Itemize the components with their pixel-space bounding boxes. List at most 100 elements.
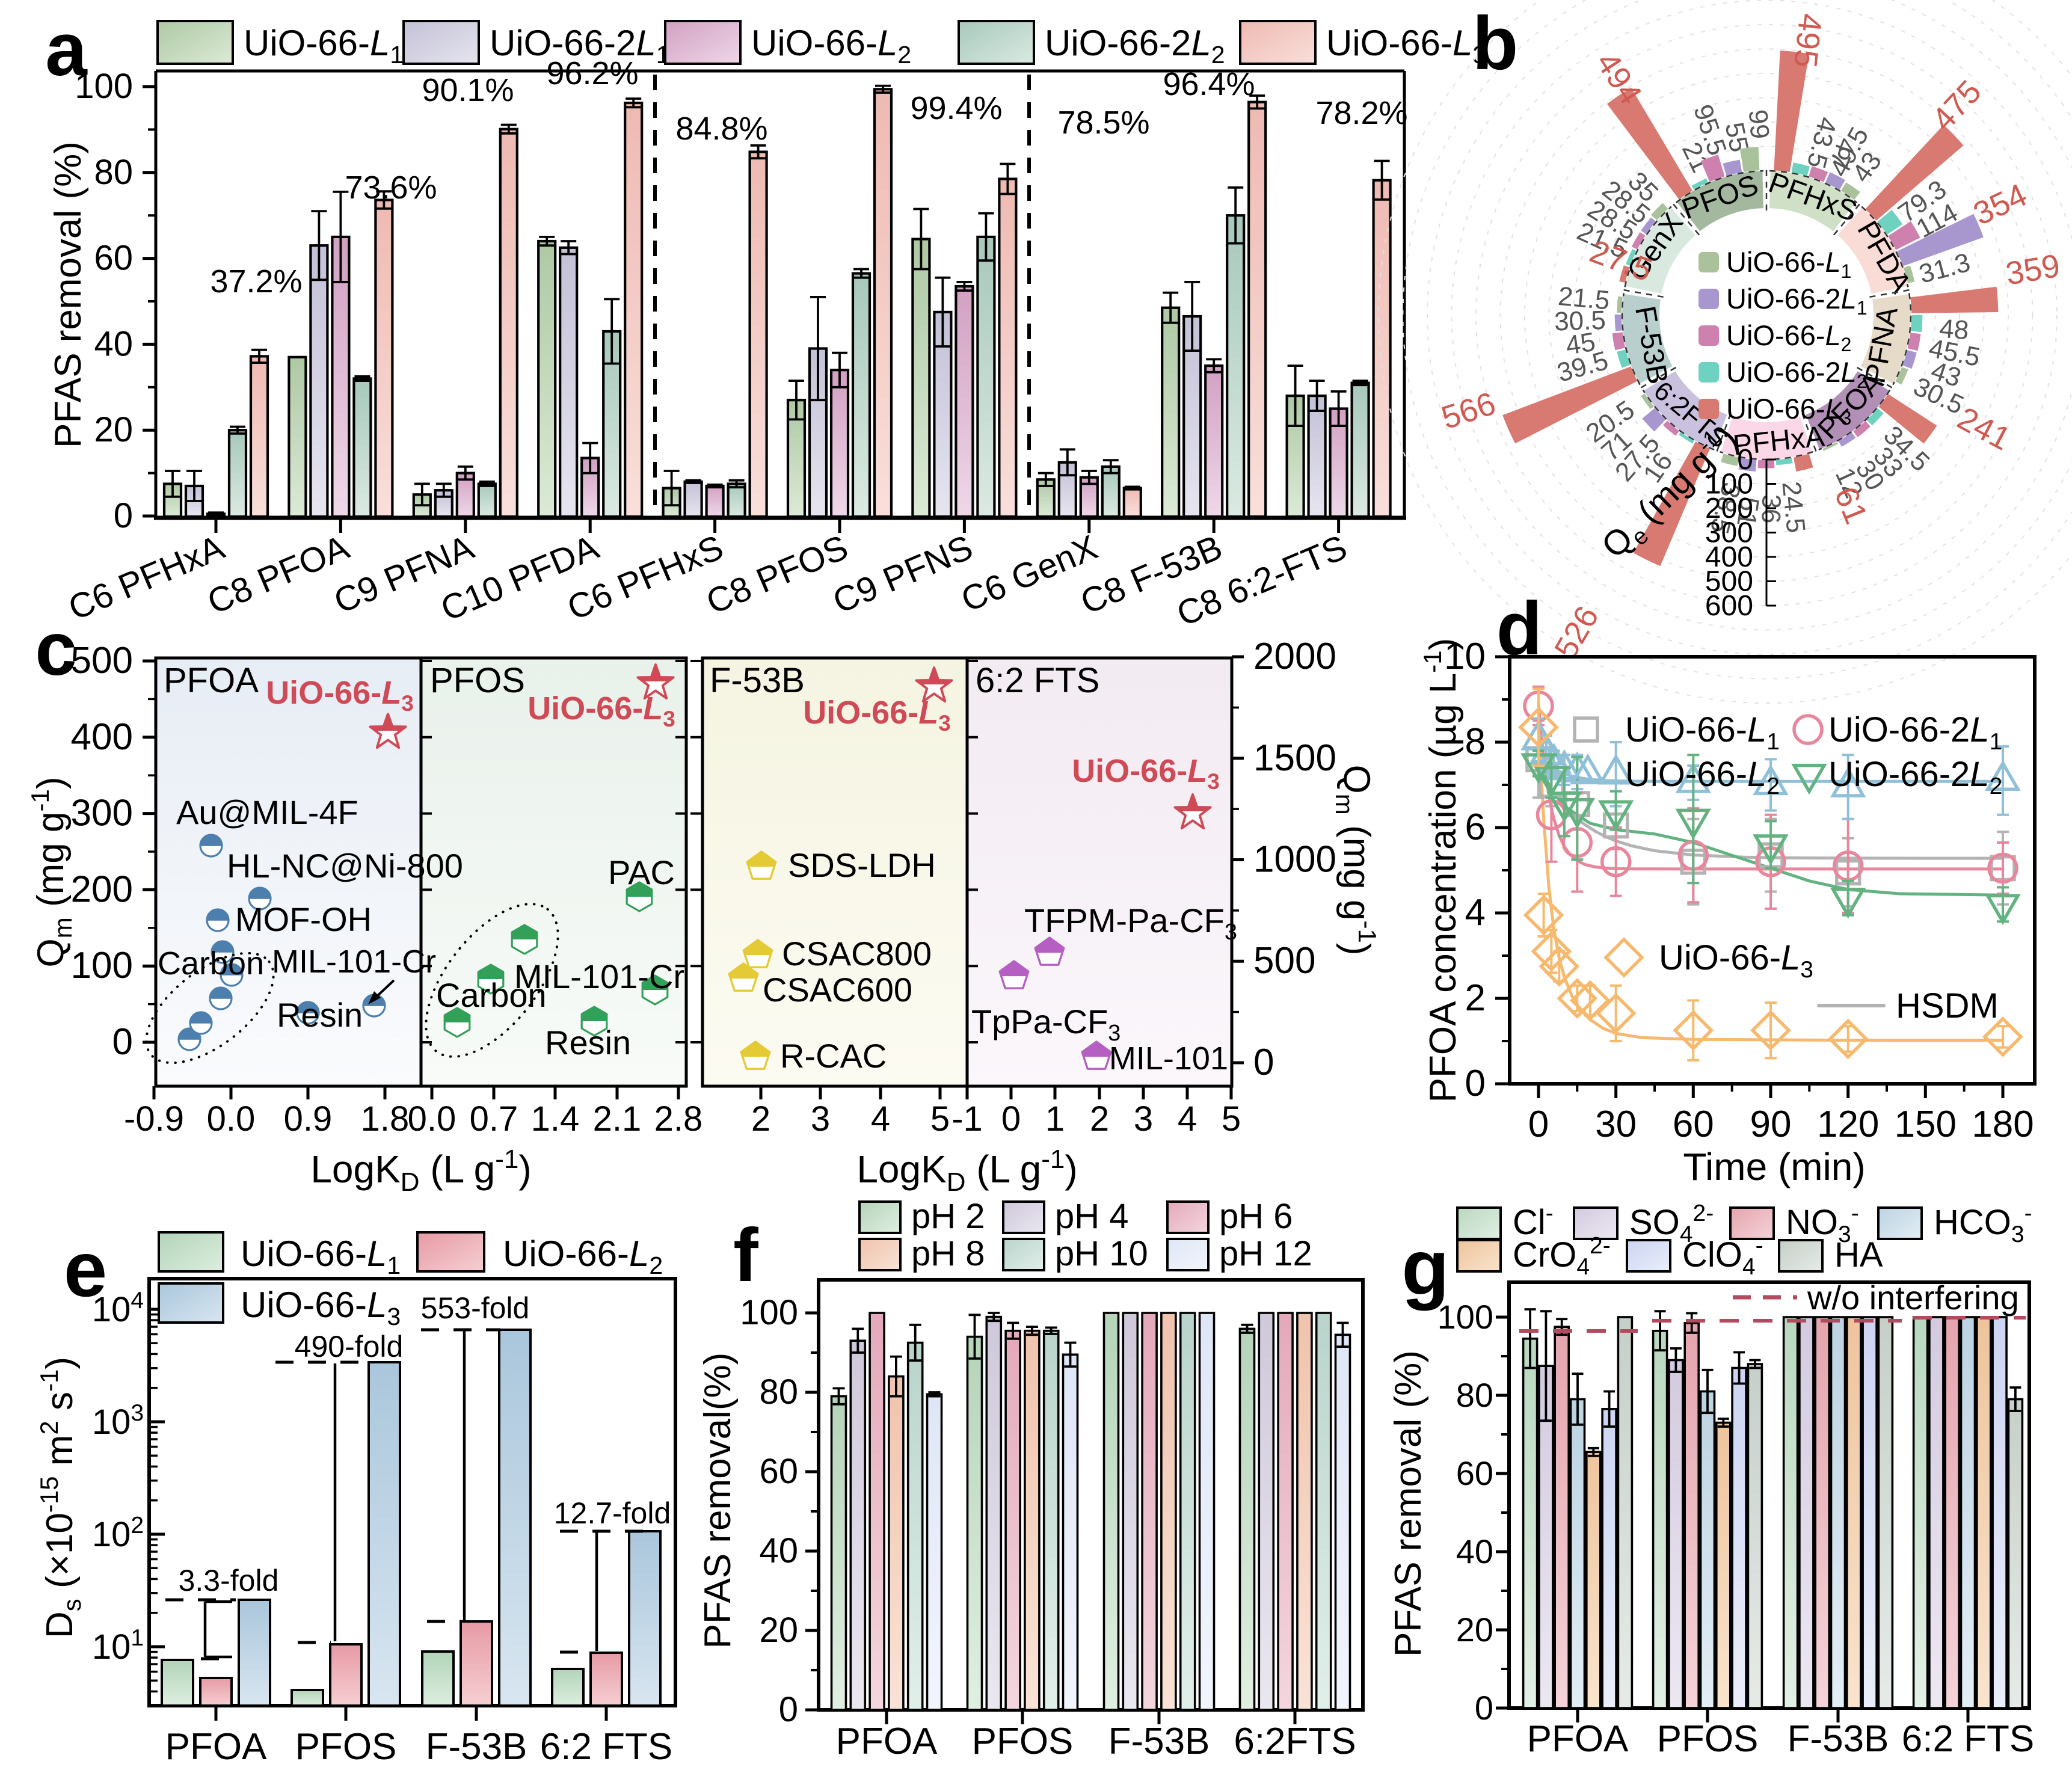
svg-text:pH 4: pH 4 [1055,1197,1129,1236]
svg-text:Time (min): Time (min) [1683,1145,1865,1188]
svg-text:37.2%: 37.2% [210,263,302,300]
svg-text:6: 6 [1465,807,1486,848]
svg-text:UiO-66-L2: UiO-66-L2 [1625,755,1780,799]
svg-text:pH 8: pH 8 [911,1234,985,1273]
svg-text:6:2 FTS: 6:2 FTS [540,1726,673,1768]
svg-text:4: 4 [1178,1099,1197,1139]
svg-text:60: 60 [1456,1454,1493,1492]
svg-text:20: 20 [1456,1611,1493,1649]
svg-text:78.2%: 78.2% [1315,95,1407,131]
svg-text:60: 60 [759,1452,798,1491]
svg-text:60: 60 [1673,1104,1714,1145]
svg-text:80: 80 [759,1372,798,1412]
svg-text:g: g [1401,1223,1449,1311]
svg-text:PFOA: PFOA [1527,1718,1629,1760]
svg-text:PFAS removal (%): PFAS removal (%) [48,141,89,448]
svg-text:PFOA: PFOA [836,1721,938,1762]
svg-text:12.7-fold: 12.7-fold [554,1496,671,1530]
svg-text:Qm (mg g-1): Qm (mg g-1) [1330,765,1382,956]
svg-text:100: 100 [71,945,133,986]
svg-text:4: 4 [871,1099,890,1139]
svg-text:0.0: 0.0 [207,1099,256,1139]
svg-text:180: 180 [1972,1104,2034,1145]
svg-text:Resin: Resin [545,1024,631,1062]
svg-text:48: 48 [1938,314,1970,346]
svg-text:10: 10 [1444,636,1486,677]
svg-text:99.4%: 99.4% [910,90,1002,126]
svg-text:78.5%: 78.5% [1057,105,1149,141]
svg-text:UiO-66-L1: UiO-66-L1 [241,1234,401,1279]
svg-text:HSDM: HSDM [1896,986,1999,1025]
svg-text:30.5: 30.5 [1554,306,1606,337]
svg-text:300: 300 [71,793,133,834]
svg-text:120: 120 [1817,1104,1879,1145]
svg-text:HL-NC@Ni-800: HL-NC@Ni-800 [227,847,463,885]
svg-text:2.8: 2.8 [654,1099,703,1139]
svg-text:3: 3 [1134,1099,1153,1139]
svg-text:SDS-LDH: SDS-LDH [788,846,936,884]
svg-text:UiO-66-2L1: UiO-66-2L1 [1726,283,1868,319]
svg-text:20: 20 [94,410,133,449]
svg-text:5: 5 [1222,1099,1241,1139]
svg-text:2: 2 [1465,977,1486,1019]
svg-text:d: d [1496,587,1542,671]
svg-text:UiO-66-L3: UiO-66-L3 [1726,393,1851,429]
svg-text:0: 0 [114,496,133,535]
svg-text:CrO42-: CrO42- [1513,1233,1611,1280]
svg-text:45: 45 [1564,327,1597,361]
svg-text:pH 6: pH 6 [1219,1197,1293,1236]
svg-text:4: 4 [1465,892,1486,933]
svg-text:359: 359 [2003,248,2062,292]
svg-text:60: 60 [94,239,133,278]
svg-text:PFAS removal(%): PFAS removal(%) [697,1353,739,1649]
svg-text:Cl-: Cl- [1513,1200,1554,1242]
svg-text:UiO-66-L1: UiO-66-L1 [1726,246,1851,282]
svg-text:96.2%: 96.2% [546,55,638,91]
svg-text:101: 101 [92,1625,144,1667]
svg-text:2: 2 [1090,1099,1109,1139]
svg-text:Qm (mg g-1): Qm (mg g-1) [26,777,77,968]
svg-text:F-53B: F-53B [1108,1721,1210,1762]
svg-text:200: 200 [1705,493,1753,524]
svg-text:b: b [1472,2,1518,85]
svg-text:e: e [64,1225,107,1313]
svg-text:UiO-66-2L1: UiO-66-2L1 [1828,710,2002,755]
svg-text:500: 500 [71,640,133,681]
svg-text:UiO-66-L3: UiO-66-L3 [527,690,675,731]
svg-text:UiO-66-2L2: UiO-66-2L2 [1726,356,1868,392]
svg-text:MIL-101: MIL-101 [1109,1040,1228,1077]
svg-text:PFOS: PFOS [430,661,525,700]
svg-text:PAC: PAC [608,853,675,891]
svg-text:0: 0 [112,1021,133,1063]
svg-text:500: 500 [1705,566,1753,598]
svg-text:51: 51 [1731,495,1765,529]
svg-text:553-fold: 553-fold [421,1291,530,1325]
svg-text:LogKD (L g-1): LogKD (L g-1) [856,1145,1077,1197]
svg-text:MIL-101-Cr: MIL-101-Cr [272,944,436,980]
svg-text:UiO-66-L2: UiO-66-L2 [1726,319,1851,355]
svg-text:PFOS: PFOS [295,1726,397,1768]
svg-text:100: 100 [740,1293,798,1332]
svg-text:0: 0 [779,1690,798,1729]
svg-text:PFOS: PFOS [1657,1718,1759,1760]
svg-text:w/o interfering: w/o interfering [1807,1279,2019,1317]
svg-text:c: c [35,607,77,691]
svg-text:0.0: 0.0 [408,1099,457,1139]
svg-text:pH 10: pH 10 [1055,1234,1148,1273]
svg-text:150: 150 [1895,1104,1957,1145]
svg-text:5: 5 [930,1099,950,1139]
svg-text:SO42-: SO42- [1629,1200,1714,1247]
svg-text:99: 99 [1743,108,1775,140]
svg-text:0: 0 [1001,1099,1021,1139]
svg-text:6:2 FTS: 6:2 FTS [976,661,1099,700]
svg-text:102: 102 [92,1513,144,1554]
svg-text:LogKD (L g-1): LogKD (L g-1) [310,1145,531,1197]
svg-text:0: 0 [1465,1063,1486,1104]
svg-text:UiO-66-L3: UiO-66-L3 [266,675,414,716]
svg-text:UiO-66-L3: UiO-66-L3 [1326,23,1486,69]
svg-text:400: 400 [1705,541,1753,573]
svg-text:Au@MIL-4F: Au@MIL-4F [176,793,358,831]
svg-text:103: 103 [92,1400,144,1442]
svg-text:UiO-66-2L2: UiO-66-2L2 [1828,755,2002,799]
svg-text:24.5: 24.5 [1776,480,1810,534]
